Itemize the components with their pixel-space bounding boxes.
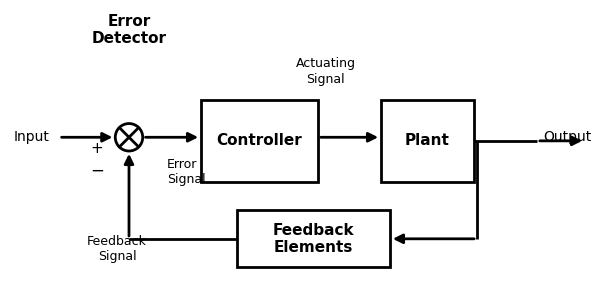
Text: Feedback
Elements: Feedback Elements [272, 223, 355, 255]
Text: Output: Output [543, 130, 591, 144]
Bar [237, 210, 390, 267]
Text: Error
Detector: Error Detector [91, 14, 167, 46]
Text: −: − [90, 161, 104, 179]
Text: Plant: Plant [405, 133, 450, 148]
Bar [201, 100, 318, 182]
Text: Input: Input [13, 130, 49, 144]
Text: Error
Signal: Error Signal [167, 158, 205, 186]
Text: +: + [91, 141, 104, 156]
Text: Feedback
Signal: Feedback Signal [87, 235, 147, 263]
Text: Controller: Controller [217, 133, 302, 148]
Bar [381, 100, 474, 182]
Text: Actuating
Signal: Actuating Signal [296, 57, 356, 86]
